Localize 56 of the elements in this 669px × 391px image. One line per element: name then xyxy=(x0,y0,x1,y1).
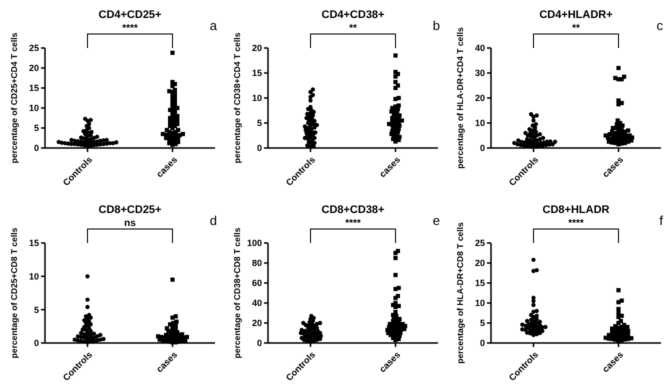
text: b xyxy=(432,18,440,33)
y-tick-label: 5 xyxy=(256,118,262,128)
y-tick-label: 40 xyxy=(252,298,262,308)
chart-title: CD4+CD38+ xyxy=(322,9,384,21)
y-tick-label: 20 xyxy=(252,318,262,328)
y-tick-label: 30 xyxy=(474,68,485,78)
y-tick-label: 0 xyxy=(256,338,262,348)
y-tick-label: 10 xyxy=(28,103,39,114)
y-axis-title: percentage of CD38+CD8 T cells xyxy=(232,227,242,358)
chart-title: CD8+CD38+ xyxy=(322,204,384,216)
y-tick-label: 20 xyxy=(474,93,485,104)
y-tick-label: 0 xyxy=(480,338,485,348)
y-tick-label: 100 xyxy=(246,238,262,248)
y-tick-label: 0 xyxy=(480,143,485,154)
y-tick-label: 15 xyxy=(28,238,39,248)
text: f xyxy=(659,213,664,228)
y-tick-label: 0 xyxy=(34,143,39,154)
text: d xyxy=(210,213,217,228)
y-tick-label: 40 xyxy=(474,43,485,54)
y-tick-label: 5 xyxy=(34,304,39,315)
chart-title: CD4+HLADR+ xyxy=(539,9,613,21)
y-tick-label: 10 xyxy=(28,271,39,282)
y-tick-label: 20 xyxy=(252,43,262,54)
chart-title: CD8+CD25+ xyxy=(98,204,162,216)
text: e xyxy=(432,213,440,228)
y-tick-label: 25 xyxy=(28,43,39,54)
y-tick-label: 80 xyxy=(252,258,262,268)
y-tick-label: 15 xyxy=(28,83,39,94)
y-axis-title: percentage of HLA-DR+CD8 T cells xyxy=(455,222,465,364)
y-tick-label: 20 xyxy=(28,63,39,74)
y-tick-label: 20 xyxy=(474,258,485,268)
y-tick-label: 10 xyxy=(474,118,485,128)
chart-title: CD4+CD25+ xyxy=(98,9,162,21)
text: **** xyxy=(122,23,138,34)
y-axis-title: percentage of HLA-DR+CD4 T cells xyxy=(455,27,465,169)
y-tick-label: 10 xyxy=(474,298,485,308)
y-tick-label: 60 xyxy=(252,278,262,288)
y-tick-label: 0 xyxy=(34,338,39,348)
text: a xyxy=(210,18,218,33)
text: **** xyxy=(568,218,584,229)
text: c xyxy=(656,18,664,33)
text: **** xyxy=(345,218,361,229)
y-tick-label: 0 xyxy=(256,143,262,154)
text: ** xyxy=(572,23,580,34)
text: ** xyxy=(349,23,357,34)
y-tick-label: 5 xyxy=(480,318,485,328)
y-tick-label: 15 xyxy=(252,68,262,78)
y-axis-title: percentage of CD25+CD8 T cells xyxy=(9,227,19,358)
text: ns xyxy=(124,218,136,229)
y-tick-label: 5 xyxy=(34,123,39,134)
y-axis-title: percentage of CD25+CD4 T cells xyxy=(9,32,19,164)
chart-title: CD8+HLADR xyxy=(542,204,610,216)
y-tick-label: 25 xyxy=(474,238,485,248)
y-tick-label: 10 xyxy=(252,93,262,104)
y-tick-label: 15 xyxy=(474,278,485,288)
y-axis-title: percentage of CD38+CD4 T cells xyxy=(232,32,242,164)
